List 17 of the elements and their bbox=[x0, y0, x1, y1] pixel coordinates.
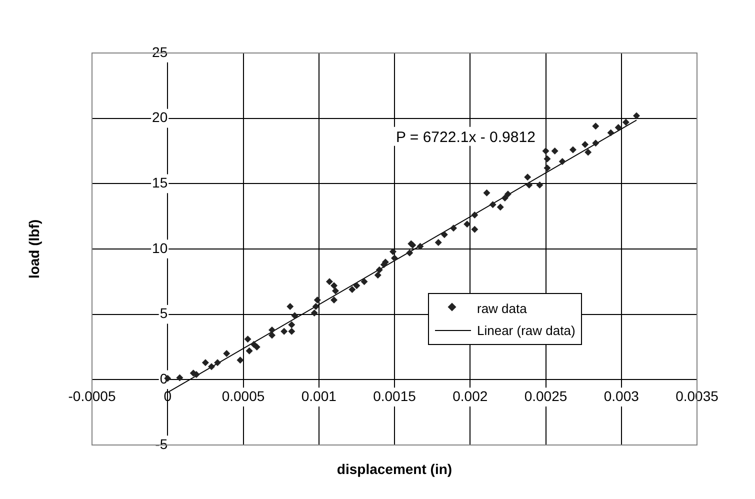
legend-label: Linear (raw data) bbox=[477, 322, 576, 338]
y-tick-label: 5 bbox=[160, 305, 168, 322]
x-tick-label: 0.002 bbox=[452, 388, 488, 404]
x-tick-label: 0.0005 bbox=[222, 388, 265, 404]
y-tick-label: 15 bbox=[152, 174, 168, 191]
y-tick-label: 20 bbox=[152, 109, 168, 126]
x-tick-label: 0.0035 bbox=[676, 388, 719, 404]
x-tick-label: 0.003 bbox=[604, 388, 640, 404]
legend-label: raw data bbox=[477, 300, 527, 316]
x-tick-label: 0.0025 bbox=[524, 388, 568, 404]
y-axis-title: load (lbf) bbox=[26, 219, 42, 279]
x-axis-title: displacement (in) bbox=[336, 461, 454, 477]
x-tick-label: 0.0015 bbox=[373, 388, 416, 404]
y-tick-label: 10 bbox=[152, 240, 168, 256]
x-tick-label: 0.001 bbox=[301, 388, 337, 404]
annotation: P = 6722.1x - 0.9812 bbox=[396, 128, 536, 146]
x-tick-label: -0.0005 bbox=[68, 388, 116, 404]
